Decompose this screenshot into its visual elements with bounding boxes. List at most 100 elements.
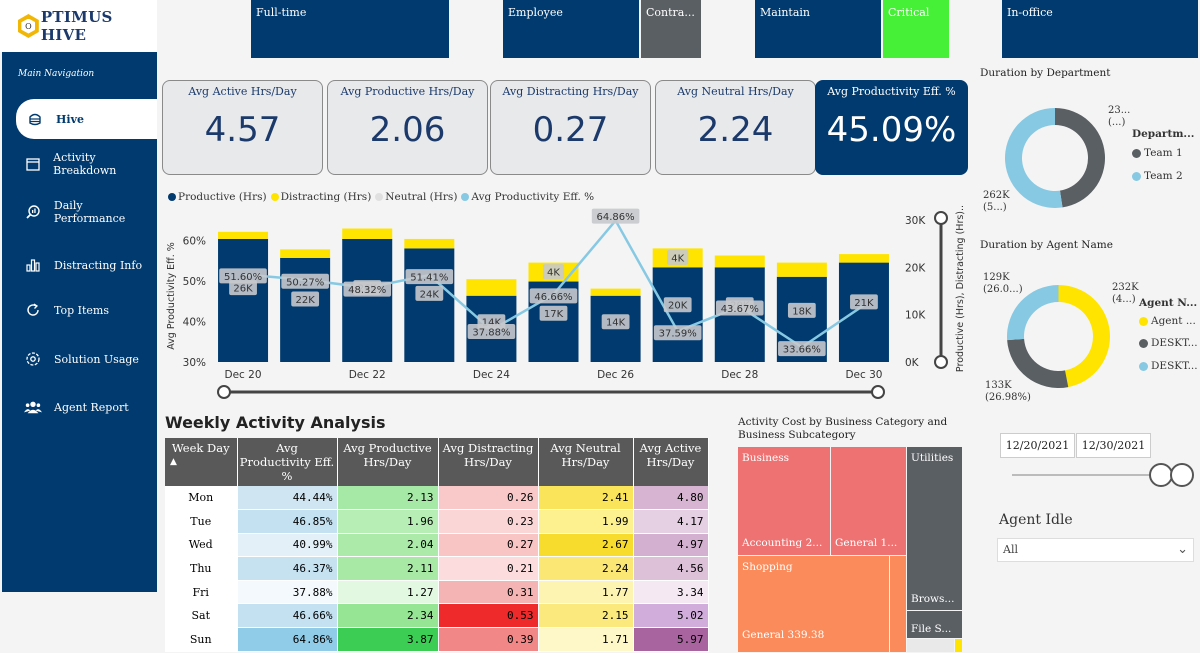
treemap-utilities[interactable]: Utilities	[907, 447, 962, 610]
table-row: Mon 44.44% 2.13 0.26 2.41 4.80	[165, 486, 709, 511]
date-end-input[interactable]: 12/30/2021	[1076, 433, 1151, 458]
date-slider-handle-start[interactable]	[1149, 463, 1173, 487]
y2-axis-tick-label: 10K	[905, 310, 926, 322]
bar-productive	[342, 238, 393, 362]
y2-axis-tick-label: 20K	[905, 262, 926, 274]
agent-label-2: 133K (26.98%)	[985, 380, 1031, 403]
column-header[interactable]: Avg Productivity Eff. %	[237, 438, 338, 486]
treemap-misc-2[interactable]	[955, 639, 962, 652]
efficiency-data-label-bg	[405, 269, 454, 285]
donut-slice-agent-1[interactable]	[1058, 285, 1111, 388]
table-cell: 46.37%	[237, 556, 338, 581]
table-cell: 44.44%	[237, 486, 338, 511]
distracting-data-label: 4K	[671, 253, 684, 264]
filter-priority-maintain[interactable]: Maintain	[755, 0, 881, 58]
table-cell: 4.56	[633, 556, 709, 581]
efficiency-data-label-bg	[467, 324, 516, 340]
efficiency-data-label-bg	[653, 325, 702, 341]
legend-efficiency[interactable]: Avg Productivity Eff. %	[461, 191, 594, 203]
filter-priority-critical[interactable]: Critical	[883, 0, 949, 58]
treemap-general-business[interactable]: General 1...	[831, 447, 906, 555]
column-header[interactable]: Avg Productive Hrs/Day	[337, 438, 439, 486]
legend-distracting[interactable]: Distracting (Hrs)	[270, 191, 371, 203]
users-icon	[24, 398, 42, 416]
agent-legend-2[interactable]: DESKT...	[1139, 337, 1198, 349]
treemap-browser[interactable]: Brows...	[907, 585, 962, 610]
treemap-title: Activity Cost by Business Category and B…	[738, 416, 948, 441]
y-range-slider-handle-top[interactable]	[934, 211, 948, 225]
productive-data-label: 22K	[295, 295, 315, 306]
treemap-accounting[interactable]: Accounting 2...	[742, 537, 823, 549]
column-header[interactable]: Week Day ▲	[165, 438, 238, 486]
table-cell: 64.86%	[237, 627, 338, 652]
filter-employment-full-time[interactable]: Full-time	[251, 0, 449, 58]
column-header[interactable]: Avg Neutral Hrs/Day	[538, 438, 634, 486]
date-slider-handle-end[interactable]	[1170, 463, 1194, 487]
efficiency-data-label: 51.41%	[410, 273, 448, 284]
efficiency-data-label-bg	[343, 281, 392, 297]
nav-item-solution-usage[interactable]: Solution Usage	[2, 339, 157, 379]
treemap-file-sharing[interactable]: File S...	[907, 611, 962, 638]
table-cell: 0.26	[438, 486, 539, 511]
table-header-row: Week Day ▲ Avg Productivity Eff. % Avg Prod…	[165, 438, 709, 486]
table-row: Sun 64.86% 3.87 0.39 1.71 5.97	[165, 627, 709, 652]
donut-slice-team1[interactable]	[1055, 108, 1105, 208]
weekday-cell: Sat	[165, 603, 238, 629]
x-range-slider-handle-start[interactable]	[217, 385, 231, 399]
weekday-cell: Sun	[165, 627, 238, 652]
kpi-label: Avg Productivity Eff. %	[827, 85, 956, 98]
date-start-input[interactable]: 12/20/2021	[1000, 433, 1075, 458]
filter-location-in-office[interactable]: In-office	[1002, 0, 1198, 58]
agent-idle-dropdown[interactable]: All ⌄	[997, 538, 1194, 562]
filter-label: In-office	[1007, 6, 1053, 19]
nav-item-hive[interactable]: Hive	[16, 99, 157, 139]
bee-hex-logo-icon: O	[18, 14, 39, 38]
treemap-business[interactable]: Business	[738, 447, 830, 555]
agent-legend-1[interactable]: Agent ...	[1139, 315, 1196, 327]
efficiency-data-label-bg	[591, 208, 640, 224]
table-cell: 1.96	[337, 509, 439, 534]
table-row: Tue 46.85% 1.96 0.23 1.99 4.17	[165, 509, 709, 534]
donut-slice-agent-2[interactable]	[1007, 338, 1069, 388]
productive-data-label: 26K	[233, 284, 253, 295]
column-header[interactable]: Avg Active Hrs/Day	[633, 438, 709, 486]
nav-item-label: Solution Usage	[54, 352, 139, 366]
y-axis-tick-label: 60%	[183, 235, 206, 247]
efficiency-data-label-bg	[219, 268, 267, 284]
table-cell: 2.15	[538, 603, 634, 629]
dept-legend-team2[interactable]: Team 2	[1132, 170, 1183, 182]
nav-item-agent-report[interactable]: Agent Report	[2, 387, 157, 427]
treemap-shopping-small[interactable]	[890, 556, 906, 652]
date-slider-track[interactable]	[1012, 474, 1172, 476]
treemap-misc-1[interactable]	[907, 639, 954, 652]
nav-item-daily-performance[interactable]: Daily Performance	[2, 192, 157, 232]
efficiency-data-label: 37.59%	[659, 329, 697, 340]
x-axis-tick-label: Dec 24	[473, 369, 510, 381]
treemap-shopping[interactable]: Shopping General 339.38	[738, 556, 889, 652]
weekday-cell: Wed	[165, 533, 238, 558]
agent-legend-3[interactable]: DESKT...	[1139, 360, 1198, 372]
kpi-avg-distracting-hrs: Avg Distracting Hrs/Day 0.27	[490, 80, 651, 175]
legend-productive[interactable]: Productive (Hrs)	[168, 191, 267, 203]
nav-item-activity-breakdown[interactable]: Activity Breakdown	[2, 144, 157, 184]
nav-item-top-items[interactable]: Top Items	[2, 290, 157, 330]
productive-data-label-bg	[663, 297, 692, 313]
sort-ascending-icon[interactable]: ▲	[170, 457, 177, 467]
agent-label-1: 232K (4...)	[1112, 282, 1139, 305]
kpi-avg-active-hrs: Avg Active Hrs/Day 4.57	[162, 80, 323, 175]
legend-neutral[interactable]: Neutral (Hrs)	[375, 191, 457, 203]
column-header[interactable]: Avg Distracting Hrs/Day	[438, 438, 539, 486]
dept-legend-team1[interactable]: Team 1	[1132, 147, 1183, 159]
filter-role-contractor[interactable]: Contra...	[641, 0, 701, 58]
filter-role-employee[interactable]: Employee	[503, 0, 639, 58]
donut-slice-team2[interactable]	[1005, 108, 1063, 208]
x-range-slider-handle-end[interactable]	[871, 385, 885, 399]
donut-slice-agent-3[interactable]	[1007, 285, 1059, 341]
dept-legend-title: Departm...	[1132, 128, 1195, 140]
filter-label: Full-time	[256, 6, 307, 19]
nav-item-distracting-info[interactable]: Distracting Info	[2, 245, 157, 285]
kpi-label: Avg Neutral Hrs/Day	[677, 85, 794, 98]
y-range-slider-handle-bottom[interactable]	[934, 355, 948, 369]
nav-item-label: Top Items	[54, 303, 109, 317]
bar-distracting	[280, 249, 331, 258]
